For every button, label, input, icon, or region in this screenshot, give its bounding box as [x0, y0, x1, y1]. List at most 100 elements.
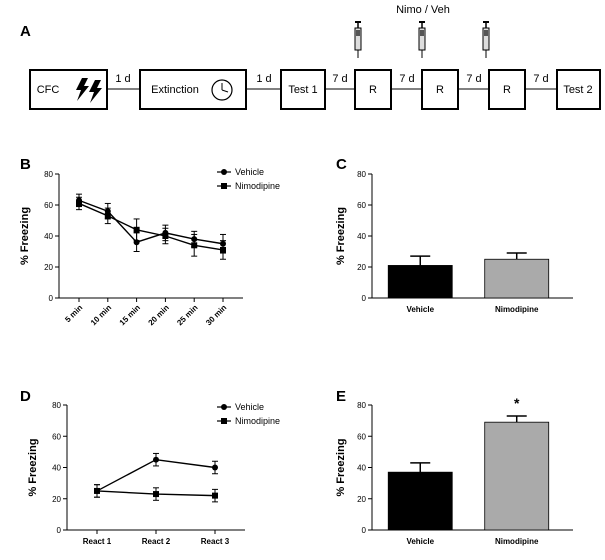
- y-tick-label: 20: [52, 495, 61, 504]
- y-tick-label: 60: [357, 432, 366, 441]
- y-axis-label: % Freezing: [19, 207, 31, 265]
- panel-letter: C: [336, 156, 347, 173]
- legend-label: Vehicle: [235, 402, 264, 412]
- timeline-box-reactivation-1: [354, 69, 392, 110]
- timeline-top-label: Nimo / Veh: [396, 4, 450, 16]
- legend-marker-square: [221, 183, 227, 189]
- y-tick-label: 40: [357, 232, 366, 241]
- legend-label: Nimodipine: [235, 416, 280, 426]
- y-tick-label: 80: [44, 170, 53, 179]
- y-tick-label: 20: [357, 263, 366, 272]
- y-tick-label: 0: [362, 294, 367, 303]
- timeline-interval-label: 7 d: [466, 73, 481, 85]
- x-tick-label: React 3: [201, 537, 230, 546]
- bar-nimodipine: [484, 421, 550, 531]
- y-tick-label: 0: [49, 294, 54, 303]
- x-tick-label: React 2: [142, 537, 171, 546]
- syringe-icon: [418, 21, 426, 58]
- legend-marker-square: [221, 418, 227, 424]
- timeline-panel: A Nimo / Veh CFC Extinction Test 1 R R R…: [20, 4, 601, 110]
- y-tick-label: 20: [357, 495, 366, 504]
- legend-marker-circle: [221, 169, 227, 175]
- timeline-box-test1: [280, 69, 326, 110]
- data-point-nimodipine: [212, 492, 218, 499]
- y-axis-label: % Freezing: [335, 207, 347, 265]
- timeline-interval-label: 7 d: [399, 73, 414, 85]
- series-line-nimodipine: [78, 202, 224, 251]
- bar-nimodipine: [484, 258, 550, 299]
- y-axis-label: % Freezing: [27, 438, 39, 496]
- y-tick-label: 40: [44, 232, 53, 241]
- data-point-vehicle: [153, 456, 159, 463]
- panel-letter: B: [20, 156, 31, 173]
- x-tick-label: 25 min: [175, 303, 199, 327]
- legend: Vehicle Nimodipine: [217, 167, 280, 191]
- y-tick-label: 20: [44, 263, 53, 272]
- significance-marker: *: [514, 395, 520, 411]
- x-category-label: Vehicle: [406, 305, 434, 314]
- timeline-box-test2: [556, 69, 601, 110]
- data-point-nimodipine: [94, 487, 100, 494]
- data-point-vehicle: [212, 464, 218, 471]
- timeline-box-reactivation-2: [421, 69, 459, 110]
- x-tick-label: 20 min: [147, 303, 171, 327]
- data-point-nimodipine: [191, 242, 198, 249]
- y-tick-label: 0: [362, 526, 367, 535]
- chart-panel-b: 0 20 40 60 80 % Freezing B 5 min 10 min 15 min 20 …: [19, 156, 280, 327]
- x-tick-label: 5 min: [63, 303, 84, 324]
- panel-letter-a: A: [20, 23, 31, 40]
- bar-vehicle: [387, 471, 453, 531]
- timeline-box-label: Test 1: [288, 84, 317, 96]
- x-tick-label: 30 min: [204, 303, 228, 327]
- legend: Vehicle Nimodipine: [217, 402, 280, 426]
- chart-panel-c: 0 20 40 60 80 % Freezing C Vehicle Nimodipine: [335, 156, 573, 314]
- x-category-label: Nimodipine: [495, 537, 539, 546]
- y-tick-label: 80: [357, 170, 366, 179]
- timeline-box-label: Test 2: [563, 84, 592, 96]
- data-point-nimodipine: [220, 246, 226, 253]
- x-tick-label: React 1: [83, 537, 112, 546]
- legend-label: Nimodipine: [235, 181, 280, 191]
- data-point-nimodipine: [133, 226, 140, 233]
- legend-label: Vehicle: [235, 167, 264, 177]
- data-point-nimodipine: [76, 200, 82, 207]
- data-point-nimodipine: [153, 491, 159, 498]
- chart-panel-d: 0 20 40 60 80 % Freezing D React 1 React 2 React …: [20, 388, 280, 546]
- y-tick-label: 80: [357, 401, 366, 410]
- y-tick-label: 40: [357, 464, 366, 473]
- data-point-nimodipine: [104, 212, 111, 219]
- y-tick-label: 40: [52, 464, 61, 473]
- timeline-interval-label: 1 d: [256, 73, 271, 85]
- y-tick-label: 60: [52, 432, 61, 441]
- clock-icon: [211, 79, 233, 101]
- timeline-interval-label: 7 d: [533, 73, 548, 85]
- x-category-label: Vehicle: [406, 537, 434, 546]
- timeline-box-label: R: [436, 84, 444, 96]
- y-tick-label: 80: [52, 401, 61, 410]
- data-point-nimodipine: [162, 233, 169, 239]
- y-tick-label: 60: [44, 201, 53, 210]
- timeline-box-label: R: [503, 84, 511, 96]
- x-category-label: Nimodipine: [495, 305, 539, 314]
- panel-letter: D: [20, 388, 31, 405]
- y-tick-label: 0: [57, 526, 62, 535]
- bar-vehicle: [387, 265, 453, 299]
- timeline-box-label: CFC: [37, 84, 60, 96]
- timeline-interval-label: 1 d: [115, 73, 130, 85]
- y-tick-label: 60: [357, 201, 366, 210]
- timeline-box-label: R: [369, 84, 377, 96]
- y-axis-label: % Freezing: [335, 438, 347, 496]
- chart-panel-e: 0 20 40 60 80 % Freezing E Vehicle Nimodipine *: [335, 388, 573, 546]
- legend-marker-circle: [221, 404, 227, 410]
- timeline-box-reactivation-3: [488, 69, 526, 110]
- timeline-box-label: Extinction: [151, 84, 199, 96]
- timeline-interval-label: 7 d: [332, 73, 347, 85]
- syringe-icon: [354, 21, 362, 58]
- x-tick-label: 15 min: [118, 303, 142, 327]
- syringe-icon: [482, 21, 490, 58]
- x-tick-label: 10 min: [89, 303, 113, 327]
- panel-letter: E: [336, 388, 346, 405]
- series-line-vehicle: [78, 199, 224, 245]
- lightning-bolt-icon: [76, 78, 102, 103]
